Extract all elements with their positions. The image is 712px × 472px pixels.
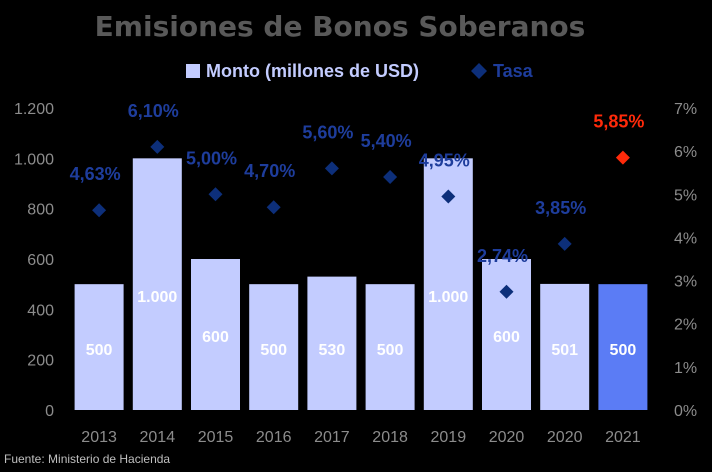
x-tick-label: 2016 bbox=[256, 429, 292, 446]
y-left-tick-label: 800 bbox=[27, 202, 54, 219]
bar-value-label: 600 bbox=[202, 329, 229, 346]
bar-value-label: 500 bbox=[260, 342, 287, 359]
x-tick-label: 2013 bbox=[81, 429, 117, 446]
bar bbox=[191, 259, 240, 410]
bar bbox=[598, 284, 648, 410]
bar bbox=[540, 283, 590, 410]
y-left-tick-label: 400 bbox=[27, 302, 54, 319]
rate-marker bbox=[324, 161, 339, 176]
rate-marker bbox=[441, 189, 456, 204]
y-axis-right: 0% 1% 2% 3% 4% 5% 6% 7% bbox=[674, 101, 697, 420]
x-axis: 2013 2014 2015 2016 2017 2018 2019 2020 2020 2021 bbox=[81, 429, 640, 446]
rate-label: 2,74% bbox=[477, 246, 528, 266]
x-tick-label: 2018 bbox=[372, 429, 408, 446]
bars bbox=[74, 158, 648, 410]
bar-value-label: 500 bbox=[377, 342, 404, 359]
rate-label: 5,85% bbox=[593, 112, 644, 132]
rate-label: 5,40% bbox=[361, 131, 412, 151]
y-left-tick-label: 600 bbox=[27, 252, 54, 269]
x-tick-label: 2017 bbox=[314, 429, 350, 446]
x-tick-label: 2020 bbox=[547, 429, 583, 446]
bar-value-label: 530 bbox=[319, 342, 346, 359]
bar bbox=[365, 284, 415, 410]
bar-value-label: 600 bbox=[493, 329, 520, 346]
y-right-tick-label: 5% bbox=[674, 187, 697, 204]
legend-label-tasa: Tasa bbox=[493, 61, 534, 81]
x-tick-label: 2021 bbox=[605, 429, 641, 446]
bar-value-label: 501 bbox=[551, 342, 578, 359]
y-axis-left: 0 200 400 600 800 1.000 1.200 bbox=[14, 101, 54, 420]
y-left-tick-label: 1.200 bbox=[14, 101, 54, 118]
bar bbox=[307, 276, 357, 410]
rate-marker bbox=[150, 139, 165, 154]
y-left-tick-label: 200 bbox=[27, 353, 54, 370]
y-right-tick-label: 0% bbox=[674, 403, 697, 420]
bar bbox=[249, 284, 299, 410]
x-tick-label: 2020 bbox=[489, 429, 525, 446]
x-tick-label: 2014 bbox=[140, 429, 176, 446]
y-left-tick-label: 1.000 bbox=[14, 151, 54, 168]
legend: Monto (millones de USD) Tasa bbox=[186, 61, 534, 81]
bar-value-label: 500 bbox=[610, 342, 637, 359]
bar-labels: 500 1.000 600 500 530 500 1.000 600 501 500 bbox=[86, 289, 637, 359]
rate-marker bbox=[557, 236, 572, 251]
legend-label-monto: Monto (millones de USD) bbox=[206, 61, 419, 81]
rate-marker bbox=[208, 187, 223, 202]
y-right-tick-label: 4% bbox=[674, 230, 697, 247]
x-tick-label: 2015 bbox=[198, 429, 234, 446]
y-right-tick-label: 1% bbox=[674, 360, 697, 377]
rate-label: 5,60% bbox=[302, 122, 353, 142]
x-tick-label: 2019 bbox=[431, 429, 467, 446]
y-right-tick-label: 7% bbox=[674, 101, 697, 118]
rate-labels: 4,63% 6,10% 5,00% 4,70% 5,60% 5,40% 4,95% 2,74%… bbox=[70, 101, 645, 266]
rate-marker bbox=[499, 284, 514, 299]
rate-marker bbox=[615, 150, 630, 165]
legend-swatch-monto bbox=[186, 64, 200, 78]
rate-marker bbox=[383, 170, 398, 185]
bar-value-label: 1.000 bbox=[428, 289, 468, 306]
y-right-tick-label: 2% bbox=[674, 317, 697, 334]
bar-value-label: 1.000 bbox=[137, 289, 177, 306]
rate-label: 3,85% bbox=[535, 198, 586, 218]
rate-label: 4,95% bbox=[419, 150, 470, 170]
chart-title: Emisiones de Bonos Soberanos bbox=[95, 10, 586, 43]
y-left-tick-label: 0 bbox=[45, 403, 54, 420]
rate-label: 4,63% bbox=[70, 164, 121, 184]
bar bbox=[482, 259, 531, 410]
y-right-tick-label: 3% bbox=[674, 274, 697, 291]
legend-marker-tasa bbox=[471, 63, 487, 79]
rate-marker bbox=[92, 203, 107, 218]
rate-label: 6,10% bbox=[128, 101, 179, 121]
bar bbox=[74, 284, 124, 410]
rate-marker bbox=[266, 200, 281, 215]
bar bbox=[132, 158, 182, 410]
rate-markers bbox=[92, 139, 630, 299]
source-note: Fuente: Ministerio de Hacienda bbox=[4, 452, 171, 466]
rate-label: 5,00% bbox=[186, 148, 237, 168]
y-right-tick-label: 6% bbox=[674, 144, 697, 161]
rate-label: 4,70% bbox=[244, 161, 295, 181]
bar-value-label: 500 bbox=[86, 342, 113, 359]
